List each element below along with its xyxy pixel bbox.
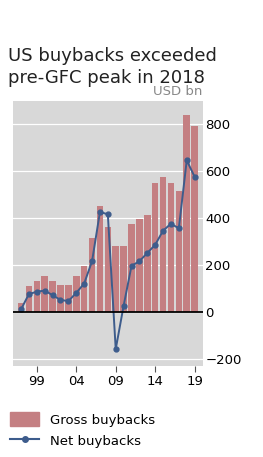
Bar [113,246,119,312]
Bar [144,216,150,312]
Bar [128,223,135,312]
Text: US buybacks exceeded
pre-GFC peak in 2018: US buybacks exceeded pre-GFC peak in 201… [8,47,217,87]
Bar [26,286,32,312]
Bar [160,177,166,312]
Bar [89,238,95,312]
Legend: Gross buybacks, Net buybacks: Gross buybacks, Net buybacks [10,412,155,448]
Bar [18,303,24,312]
Bar [184,115,190,312]
Bar [57,285,64,312]
Bar [73,276,79,312]
Bar [136,219,143,312]
Bar [42,276,48,312]
Bar [49,281,56,312]
Bar [97,206,103,312]
Text: USD bn: USD bn [153,85,203,98]
Bar [191,126,198,312]
Bar [168,183,174,312]
Bar [176,191,182,312]
Bar [65,285,72,312]
Bar [105,227,111,312]
Bar [152,183,158,312]
Bar [120,246,127,312]
Bar [34,281,40,312]
Bar [81,266,87,312]
